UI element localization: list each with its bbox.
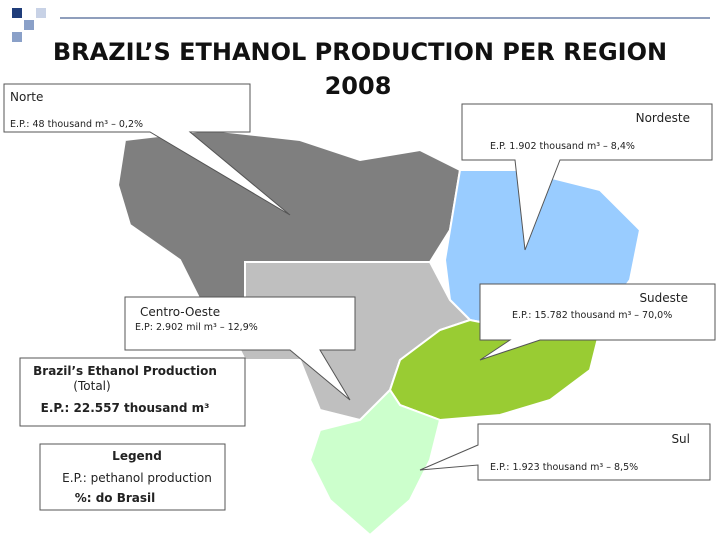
title-year: 2008 (325, 72, 392, 100)
region-name: Nordeste (636, 111, 690, 125)
total-value: E.P.: 22.557 thousand m³ (41, 401, 210, 415)
legend-title: Legend (112, 449, 162, 463)
region-sul (308, 388, 442, 537)
callout-sudeste: Sudeste E.P.: 15.782 thousand m³ – 70,0% (479, 283, 716, 361)
region-text: E.P: 2.902 mil m³ – 12,9% (135, 322, 258, 333)
region-name: Sul (671, 432, 690, 446)
decoration (12, 8, 710, 42)
region-text: E.P.: 48 thousand m³ – 0,2% (10, 119, 143, 130)
total-line: (Total) (73, 379, 110, 393)
legend-line: %: do Brasil (75, 491, 156, 505)
callout-norte: Norte E.P.: 48 thousand m³ – 0,2% (3, 83, 291, 216)
region-name: Norte (10, 90, 43, 104)
region-name: Sudeste (639, 291, 688, 305)
callout-sul: Sul E.P.: 1.923 thousand m³ – 8,5% (419, 423, 711, 481)
callout-nordeste: Nordeste E.P. 1.902 thousand m³ – 8,4% (461, 103, 713, 251)
region-text: E.P.: 1.923 thousand m³ – 8,5% (490, 462, 638, 473)
total-line: Brazil’s Ethanol Production (33, 364, 217, 378)
total-box: Brazil’s Ethanol Production (Total) E.P.… (19, 357, 246, 427)
region-text: E.P. 1.902 thousand m³ – 8,4% (490, 141, 635, 152)
legend-box: Legend E.P.: pethanol production %: do B… (39, 443, 226, 511)
callout-centro-oeste: Centro-Oeste E.P: 2.902 mil m³ – 12,9% (124, 296, 356, 401)
region-text: E.P.: 15.782 thousand m³ – 70,0% (512, 310, 672, 321)
region-name: Centro-Oeste (140, 305, 220, 319)
title: BRAZIL’S ETHANOL PRODUCTION PER REGION (53, 38, 667, 66)
legend-line: E.P.: pethanol production (62, 471, 212, 485)
